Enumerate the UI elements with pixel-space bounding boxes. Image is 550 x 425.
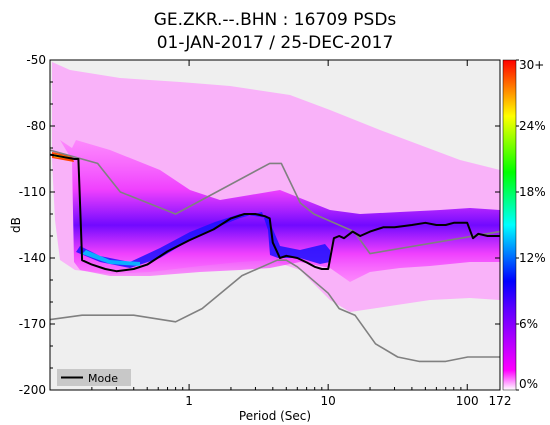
x-tick-label: 1 (185, 394, 193, 408)
y-axis: -50 -80 -110 -140 -170 -200 (19, 53, 500, 397)
y-tick-label: -140 (19, 251, 46, 265)
y-tick-label: -200 (19, 383, 46, 397)
x-tick-label: 10 (321, 394, 336, 408)
density-hot-spot (82, 250, 140, 266)
series-high-noise-model (50, 149, 500, 255)
series-mode (50, 153, 500, 273)
y-tick-label: -110 (19, 185, 46, 199)
y-tick-label: -50 (26, 53, 46, 67)
chart-title-line-2: 01-JAN-2017 / 25-DEC-2017 (157, 33, 394, 53)
legend: Mode (57, 369, 131, 386)
colorbar-label: 6% (519, 317, 538, 331)
x-tick-label: 172 (489, 394, 512, 408)
colorbar-labels: 0% 6% 12% 18% 24% 30+ (516, 58, 546, 391)
colorbar-label: 18% (519, 185, 546, 199)
y-tick-label: -80 (26, 119, 46, 133)
colorbar-label: 0% (519, 377, 538, 391)
legend-mode-label: Mode (88, 372, 118, 385)
series-layer (50, 149, 500, 363)
y-axis-label: dB (9, 217, 23, 233)
psd-density-heatmap (52, 62, 500, 312)
x-tick-label: 100 (456, 394, 479, 408)
legend-box (57, 369, 131, 386)
chart-title-line-1: GE.ZKR.--.BHN : 16709 PSDs (154, 10, 397, 30)
x-axis-label: Period (Sec) (239, 409, 311, 423)
colorbar-label: 30+ (519, 58, 544, 72)
colorbar-label: 24% (519, 119, 546, 133)
colorbar (502, 59, 517, 391)
y-tick-label: -170 (19, 317, 46, 331)
colorbar-label: 12% (519, 251, 546, 265)
series-low-noise-model (50, 259, 500, 363)
x-axis: 1 10 100 172 (91, 60, 512, 408)
plot-frame (49, 59, 501, 391)
